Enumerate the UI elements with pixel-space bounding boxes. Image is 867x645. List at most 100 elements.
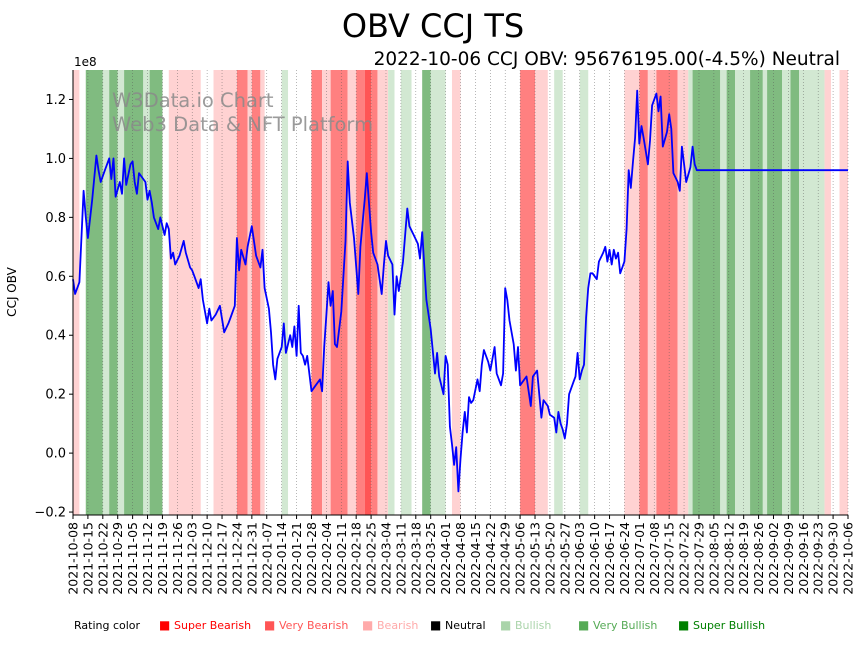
y-tick-label: 0.8 — [45, 211, 66, 226]
x-tick-label: 2022-06-03 — [572, 522, 587, 595]
x-tick-label: 2022-09-09 — [781, 522, 796, 595]
x-tick-label: 2022-07-15 — [662, 522, 677, 595]
x-tick-label: 2022-03-04 — [378, 522, 393, 595]
y-ticks: −0.2 0.0 0.2 0.4 0.6 0.8 1.0 1.2 — [34, 93, 73, 521]
chart-subtitle: 2022-10-06 CCJ OBV: 95676195.00(-4.5%) N… — [374, 49, 840, 70]
x-tick-label: 2022-04-22 — [483, 522, 498, 595]
x-tick-label: 2021-11-26 — [170, 522, 185, 595]
rating-band-very-bearish — [356, 70, 365, 515]
rating-band-bullish — [430, 70, 446, 515]
x-tick-label: 2021-11-19 — [155, 522, 170, 595]
rating-band-bearish — [535, 70, 548, 515]
x-tick-label: 2022-09-30 — [826, 522, 841, 595]
x-tick-label: 2022-01-21 — [289, 522, 304, 595]
x-tick-label: 2022-04-08 — [453, 522, 468, 595]
rating-band-very-bullish — [124, 70, 144, 515]
legend-swatch: ■ — [678, 618, 689, 632]
x-tick-label: 2021-11-12 — [140, 522, 155, 595]
y-tick-label: 0.6 — [45, 270, 66, 285]
x-tick-label: 2022-02-04 — [319, 522, 334, 595]
legend-item: Very Bullish — [593, 619, 657, 632]
rating-band-bullish — [781, 70, 791, 515]
rating-band-bullish — [554, 70, 563, 515]
x-tick-label: 2022-04-15 — [468, 522, 483, 595]
rating-band-bullish — [400, 70, 412, 515]
rating-band-bullish — [799, 70, 825, 515]
legend-swatch: ■ — [362, 618, 373, 632]
x-tick-label: 2022-08-12 — [721, 522, 736, 595]
x-ticks: 2021-10-08 2021-10-15 2021-10-22 2021-10-29… — [66, 515, 856, 595]
rating-band-bullish — [102, 70, 110, 515]
x-tick-label: 2022-05-20 — [542, 522, 557, 595]
x-tick-label: 2022-05-06 — [513, 522, 528, 595]
x-tick-label: 2021-10-15 — [80, 522, 95, 595]
rating-band-bearish — [824, 70, 831, 515]
x-tick-label: 2022-03-11 — [393, 522, 408, 595]
x-tick-label: 2022-03-25 — [423, 522, 438, 595]
legend-swatch: ■ — [500, 618, 511, 632]
rating-band-very-bearish — [330, 70, 348, 515]
legend-swatch: ■ — [264, 618, 275, 632]
week-gridlines — [72, 70, 849, 515]
rating-band-bullish — [688, 70, 693, 515]
obv-series-line — [72, 89, 848, 493]
rating-band-bearish — [377, 70, 389, 515]
rating-band-very-bullish — [750, 70, 763, 515]
x-tick-label: 2022-01-07 — [259, 522, 274, 595]
rating-band-bearish — [451, 70, 461, 515]
rating-band-bullish — [762, 70, 768, 515]
legend-item: Super Bearish — [174, 619, 251, 632]
y-tick-label: 0.0 — [45, 447, 66, 462]
rating-band-very-bullish — [790, 70, 800, 515]
x-tick-label: 2021-12-31 — [244, 522, 259, 595]
x-tick-label: 2022-08-19 — [736, 522, 751, 595]
rating-band-bearish — [247, 70, 252, 515]
y-tick-label: 1.2 — [45, 93, 66, 108]
rating-band-bullish — [579, 70, 589, 515]
x-tick-label: 2021-12-24 — [229, 522, 244, 595]
rating-band-very-bearish — [371, 70, 378, 515]
x-tick-label: 2022-04-29 — [498, 522, 513, 595]
rating-band-bearish — [168, 70, 201, 515]
x-tick-label: 2022-06-17 — [602, 522, 617, 595]
x-tick-label: 2022-03-18 — [408, 522, 423, 595]
rating-band-bearish — [213, 70, 237, 515]
legend-swatch: ■ — [430, 618, 441, 632]
x-tick-label: 2021-12-10 — [200, 522, 215, 595]
rating-band-bearish — [624, 70, 640, 515]
rating-band-very-bullish — [692, 70, 721, 515]
y-tick-label: 1.0 — [45, 152, 66, 167]
rating-band-bullish — [735, 70, 751, 515]
rating-band-very-bearish — [520, 70, 536, 515]
x-tick-label: 2022-08-26 — [751, 522, 766, 595]
x-tick-label: 2021-10-22 — [95, 522, 110, 595]
y-tick-label: 0.4 — [45, 329, 66, 344]
rating-band-bearish — [677, 70, 689, 515]
y-axis-label: CCJ OBV — [5, 266, 19, 316]
x-tick-label: 2022-07-08 — [647, 522, 662, 595]
rating-band-very-bullish — [85, 70, 103, 515]
x-tick-label: 2022-02-11 — [334, 522, 349, 595]
rating-legend: Rating color ■ Super Bearish ■ Very Bearish ■… — [74, 618, 765, 632]
rating-band-very-bearish — [251, 70, 261, 515]
rating-band-bearish — [647, 70, 657, 515]
rating-band-very-bearish — [236, 70, 248, 515]
legend-item: Neutral — [445, 619, 486, 632]
x-tick-label: 2022-01-14 — [274, 522, 289, 595]
x-tick-label: 2022-05-13 — [528, 522, 543, 595]
series-layer — [72, 89, 848, 493]
rating-band-very-bullish — [109, 70, 118, 515]
rating-band-very-bearish — [639, 70, 648, 515]
x-tick-label: 2021-10-29 — [110, 522, 125, 595]
x-tick-label: 2022-02-18 — [349, 522, 364, 595]
rating-band-very-bearish — [311, 70, 323, 515]
rating-band-bearish — [839, 70, 848, 515]
legend-item: Bullish — [515, 619, 551, 632]
rating-band-very-bullish — [149, 70, 163, 515]
x-tick-label: 2022-07-01 — [632, 522, 647, 595]
x-tick-label: 2021-12-03 — [185, 522, 200, 595]
chart-title: OBV CCJ TS — [342, 7, 524, 45]
x-tick-label: 2022-09-16 — [796, 522, 811, 595]
x-tick-label: 2021-12-17 — [215, 522, 230, 595]
